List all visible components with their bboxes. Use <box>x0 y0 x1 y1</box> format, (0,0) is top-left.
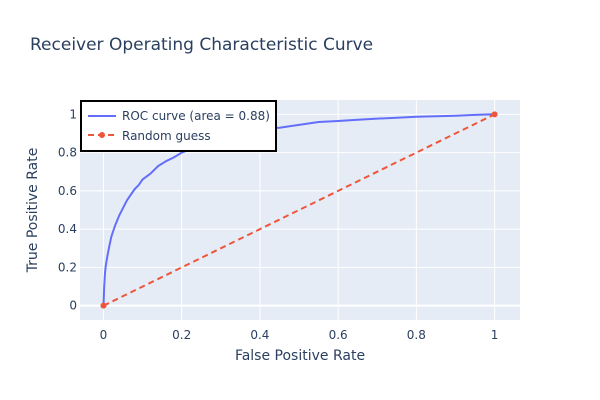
y-tick-label: 0 <box>69 299 77 313</box>
y-axis-title: True Positive Rate <box>25 148 41 274</box>
x-tick-label: 0.4 <box>250 328 269 342</box>
tick-labels: 0 0.2 0.4 0.6 0.8 1 0 0.2 0.4 0.6 0.8 1 <box>58 107 498 342</box>
x-tick-label: 0.2 <box>172 328 191 342</box>
series-line-0 <box>102 113 495 306</box>
series-line-1 <box>103 113 496 307</box>
y-tick-label: 0.4 <box>58 222 77 236</box>
series-layer <box>100 111 498 309</box>
legend-random-label: Random guess <box>122 129 211 143</box>
legend-box <box>80 100 277 152</box>
legend-random-marker <box>99 132 105 138</box>
series-point-1 <box>100 302 107 309</box>
x-tick-label: 1 <box>491 328 499 342</box>
y-tick-label: 0.8 <box>58 146 77 160</box>
y-tick-label: 0.6 <box>58 184 77 198</box>
series-point-1 <box>491 111 498 118</box>
legend: ROC curve (area = 0.88) Random guess <box>80 100 277 152</box>
legend-roc-label: ROC curve (area = 0.88) <box>122 109 270 123</box>
x-tick-label: 0.8 <box>407 328 426 342</box>
y-tick-label: 1 <box>69 107 77 121</box>
chart-title: Receiver Operating Characteristic Curve <box>30 35 373 55</box>
x-axis-title: False Positive Rate <box>235 348 365 364</box>
x-tick-label: 0.6 <box>329 328 348 342</box>
y-tick-label: 0.2 <box>58 260 77 274</box>
x-tick-label: 0 <box>100 328 108 342</box>
